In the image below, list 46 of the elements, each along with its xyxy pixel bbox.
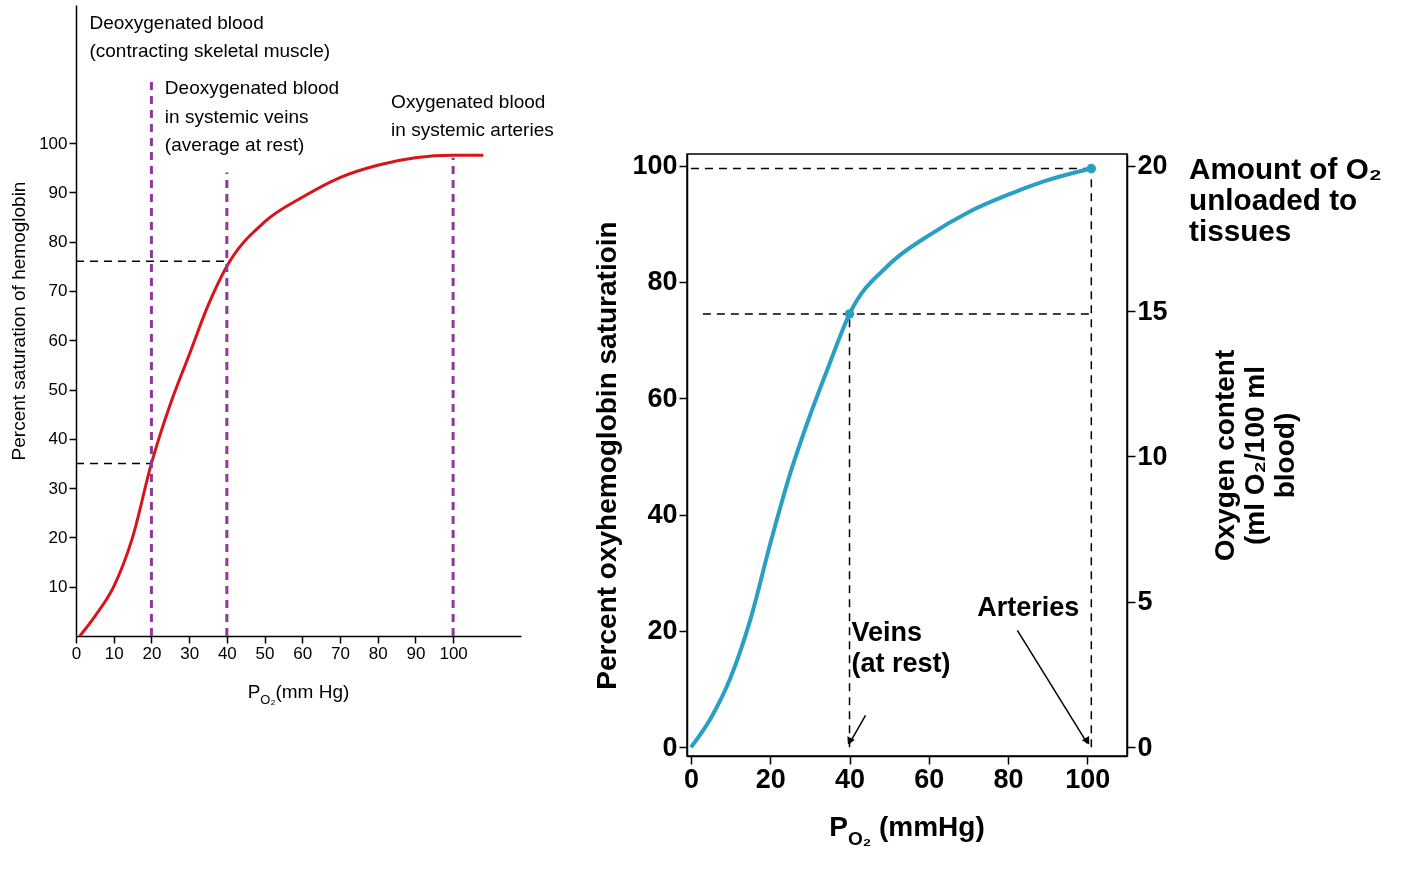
x-tick-label: 80 (993, 763, 1024, 794)
y-tick-label: 20 (48, 527, 68, 547)
x-tick-label: 100 (1065, 763, 1111, 794)
y2-tick-label: 5 (1137, 586, 1153, 617)
x-tick-label: 100 (439, 643, 468, 663)
y2-tick-label: 20 (1137, 150, 1168, 181)
y-tick-label: 40 (48, 429, 68, 449)
y-tick-label: 60 (647, 382, 678, 413)
y2-tick-label: 15 (1137, 295, 1168, 326)
y-axis-title: Percent oxyhemoglobin saturatioin (591, 221, 623, 690)
y-tick-label: 90 (48, 182, 68, 202)
x-tick-label: 20 (755, 763, 786, 794)
x-tick-label: 70 (331, 643, 350, 663)
y2-tick-label: 0 (1137, 731, 1153, 762)
y-tick-label: 100 (39, 133, 68, 153)
y-tick-label: 100 (632, 150, 678, 181)
y-axis-title: Percent saturation of hemoglobin (8, 181, 30, 461)
y2-tick-label: 10 (1137, 440, 1168, 471)
annotation: Oxygenated blood in systemic arteries (391, 90, 554, 141)
y-tick-label: 10 (48, 577, 68, 597)
annotation: Arteries (977, 592, 1080, 623)
annotation: Deoxygenated blood in systemic veins (average at rest) (164, 77, 340, 156)
annotation: Veins (at rest) (851, 617, 951, 679)
y-tick-label: 0 (662, 731, 678, 762)
x-tick-label: 30 (180, 643, 200, 663)
y-tick-label: 60 (48, 330, 68, 350)
x-tick-label: 40 (835, 763, 866, 794)
x-tick-label: 20 (142, 643, 162, 663)
y-tick-label: 50 (48, 380, 68, 400)
y-tick-label: 70 (48, 281, 68, 301)
x-tick-label: 60 (293, 643, 313, 663)
annotation: Deoxygenated blood (contracting skeletal muscle) (89, 11, 331, 62)
x-tick-label: 10 (104, 643, 124, 663)
text: Amount of O₂ unloaded to tissues (1189, 152, 1382, 248)
x-tick-label: 40 (217, 643, 237, 663)
y-tick-label: 30 (48, 478, 68, 498)
y-tick-label: 80 (48, 232, 68, 252)
x-tick-label: 90 (406, 643, 426, 663)
y-tick-label: 80 (647, 266, 678, 297)
y-tick-label: 40 (647, 499, 678, 530)
x-tick-label: 60 (914, 763, 945, 794)
x-tick-label: 50 (255, 643, 275, 663)
x-tick-label: 0 (71, 643, 82, 663)
x-tick-label: 0 (683, 763, 699, 794)
y2-axis-title: Oxygen content (ml O₂/100 ml blood) (1208, 349, 1300, 562)
x-tick-label: 80 (368, 643, 388, 663)
